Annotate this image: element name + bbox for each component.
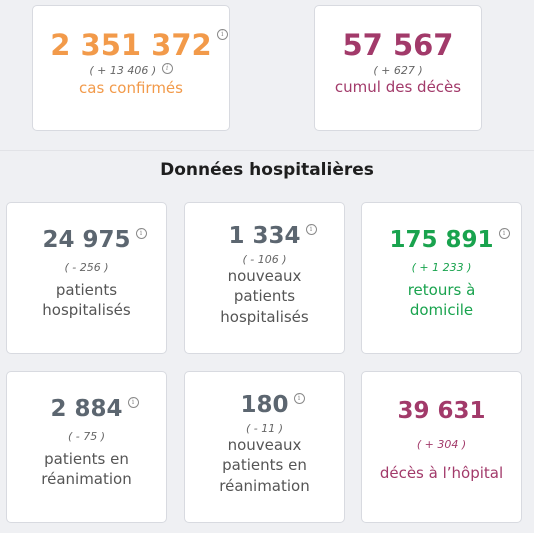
hospitalized-number: 24 975 — [42, 227, 131, 253]
returns-home-card: 175 891 i ( + 1 233 ) retours à domicile — [361, 202, 522, 354]
hospitalized-value: 24 975 i — [42, 227, 147, 253]
hospitalized-label-2: hospitalisés — [42, 301, 131, 320]
returns-home-label-1: retours à — [407, 281, 476, 299]
hospital-deaths-value: 39 631 — [397, 398, 485, 424]
section-title: Données hospitalières — [160, 160, 374, 180]
info-icon[interactable]: i — [293, 393, 305, 404]
hospital-deaths-number: 39 631 — [397, 398, 486, 424]
info-icon[interactable]: i — [216, 29, 228, 40]
confirmed-cases-number: 2 351 372 — [50, 28, 212, 62]
confirmed-cases-label: cas confirmés — [79, 79, 183, 97]
returns-home-number: 175 891 — [389, 227, 494, 253]
total-deaths-label: cumul des décès — [334, 78, 462, 96]
confirmed-cases-delta: ( + 13 406 ) i — [33, 63, 229, 78]
returns-home-value: 175 891 i — [389, 227, 510, 253]
confirmed-cases-card: 2 351 372 i ( + 13 406 ) i cas confirmés — [32, 5, 230, 131]
hospital-deaths-card: 39 631 ( + 304 ) décès à l’hôpital — [361, 371, 522, 523]
new-icu-value: 180 i — [240, 392, 305, 418]
new-hospitalized-card: 1 334 i ( - 106 ) nouveaux patients hosp… — [184, 202, 345, 354]
hospital-deaths-label: décès à l’hôpital — [379, 464, 504, 482]
hospitalized-delta: ( - 256 ) — [64, 261, 109, 274]
info-icon[interactable]: i — [127, 397, 139, 408]
new-hospitalized-label-2: patients — [233, 287, 296, 306]
new-icu-label-1: nouveaux — [227, 436, 302, 454]
new-hospitalized-value: 1 334 i — [228, 223, 317, 249]
hospitalized-label-1: patients — [55, 281, 118, 299]
confirmed-cases-value: 2 351 372 i — [50, 28, 228, 62]
new-hospitalized-label-3: hospitalisés — [220, 307, 309, 326]
new-icu-card: 180 i ( - 11 ) nouveaux patients en réan… — [184, 371, 345, 523]
hospital-deaths-delta: ( + 304 ) — [416, 438, 467, 451]
new-icu-number: 180 — [240, 392, 289, 418]
total-deaths-value: 57 567 — [343, 28, 454, 62]
new-icu-label-2: patients en — [222, 456, 307, 475]
icu-card: 2 884 i ( - 75 ) patients en réanimation — [6, 371, 167, 523]
confirmed-cases-delta-text: ( + 13 406 ) — [89, 64, 157, 77]
icu-number: 2 884 — [50, 396, 123, 422]
icu-label-2: réanimation — [41, 470, 132, 489]
new-hospitalized-number: 1 334 — [228, 223, 301, 249]
info-icon[interactable]: i — [161, 63, 173, 74]
icu-delta: ( - 75 ) — [67, 430, 106, 443]
new-hospitalized-label-1: nouveaux — [227, 267, 302, 285]
new-icu-delta: ( - 11 ) — [245, 422, 284, 435]
info-icon[interactable]: i — [498, 228, 510, 239]
info-icon[interactable]: i — [135, 228, 147, 239]
new-hospitalized-delta: ( - 106 ) — [242, 253, 287, 266]
returns-home-label-2: domicile — [409, 301, 474, 320]
section-divider — [0, 150, 534, 151]
total-deaths-delta: ( + 627 ) — [373, 64, 423, 77]
hospitalized-card: 24 975 i ( - 256 ) patients hospitalisés — [6, 202, 167, 354]
new-icu-label-3: réanimation — [219, 476, 310, 495]
total-deaths-number: 57 567 — [342, 28, 454, 62]
total-deaths-card: 57 567 ( + 627 ) cumul des décès — [314, 5, 482, 131]
icu-label-1: patients en — [44, 450, 129, 468]
icu-value: 2 884 i — [50, 396, 139, 422]
info-icon[interactable]: i — [305, 224, 317, 235]
returns-home-delta: ( + 1 233 ) — [411, 261, 472, 274]
